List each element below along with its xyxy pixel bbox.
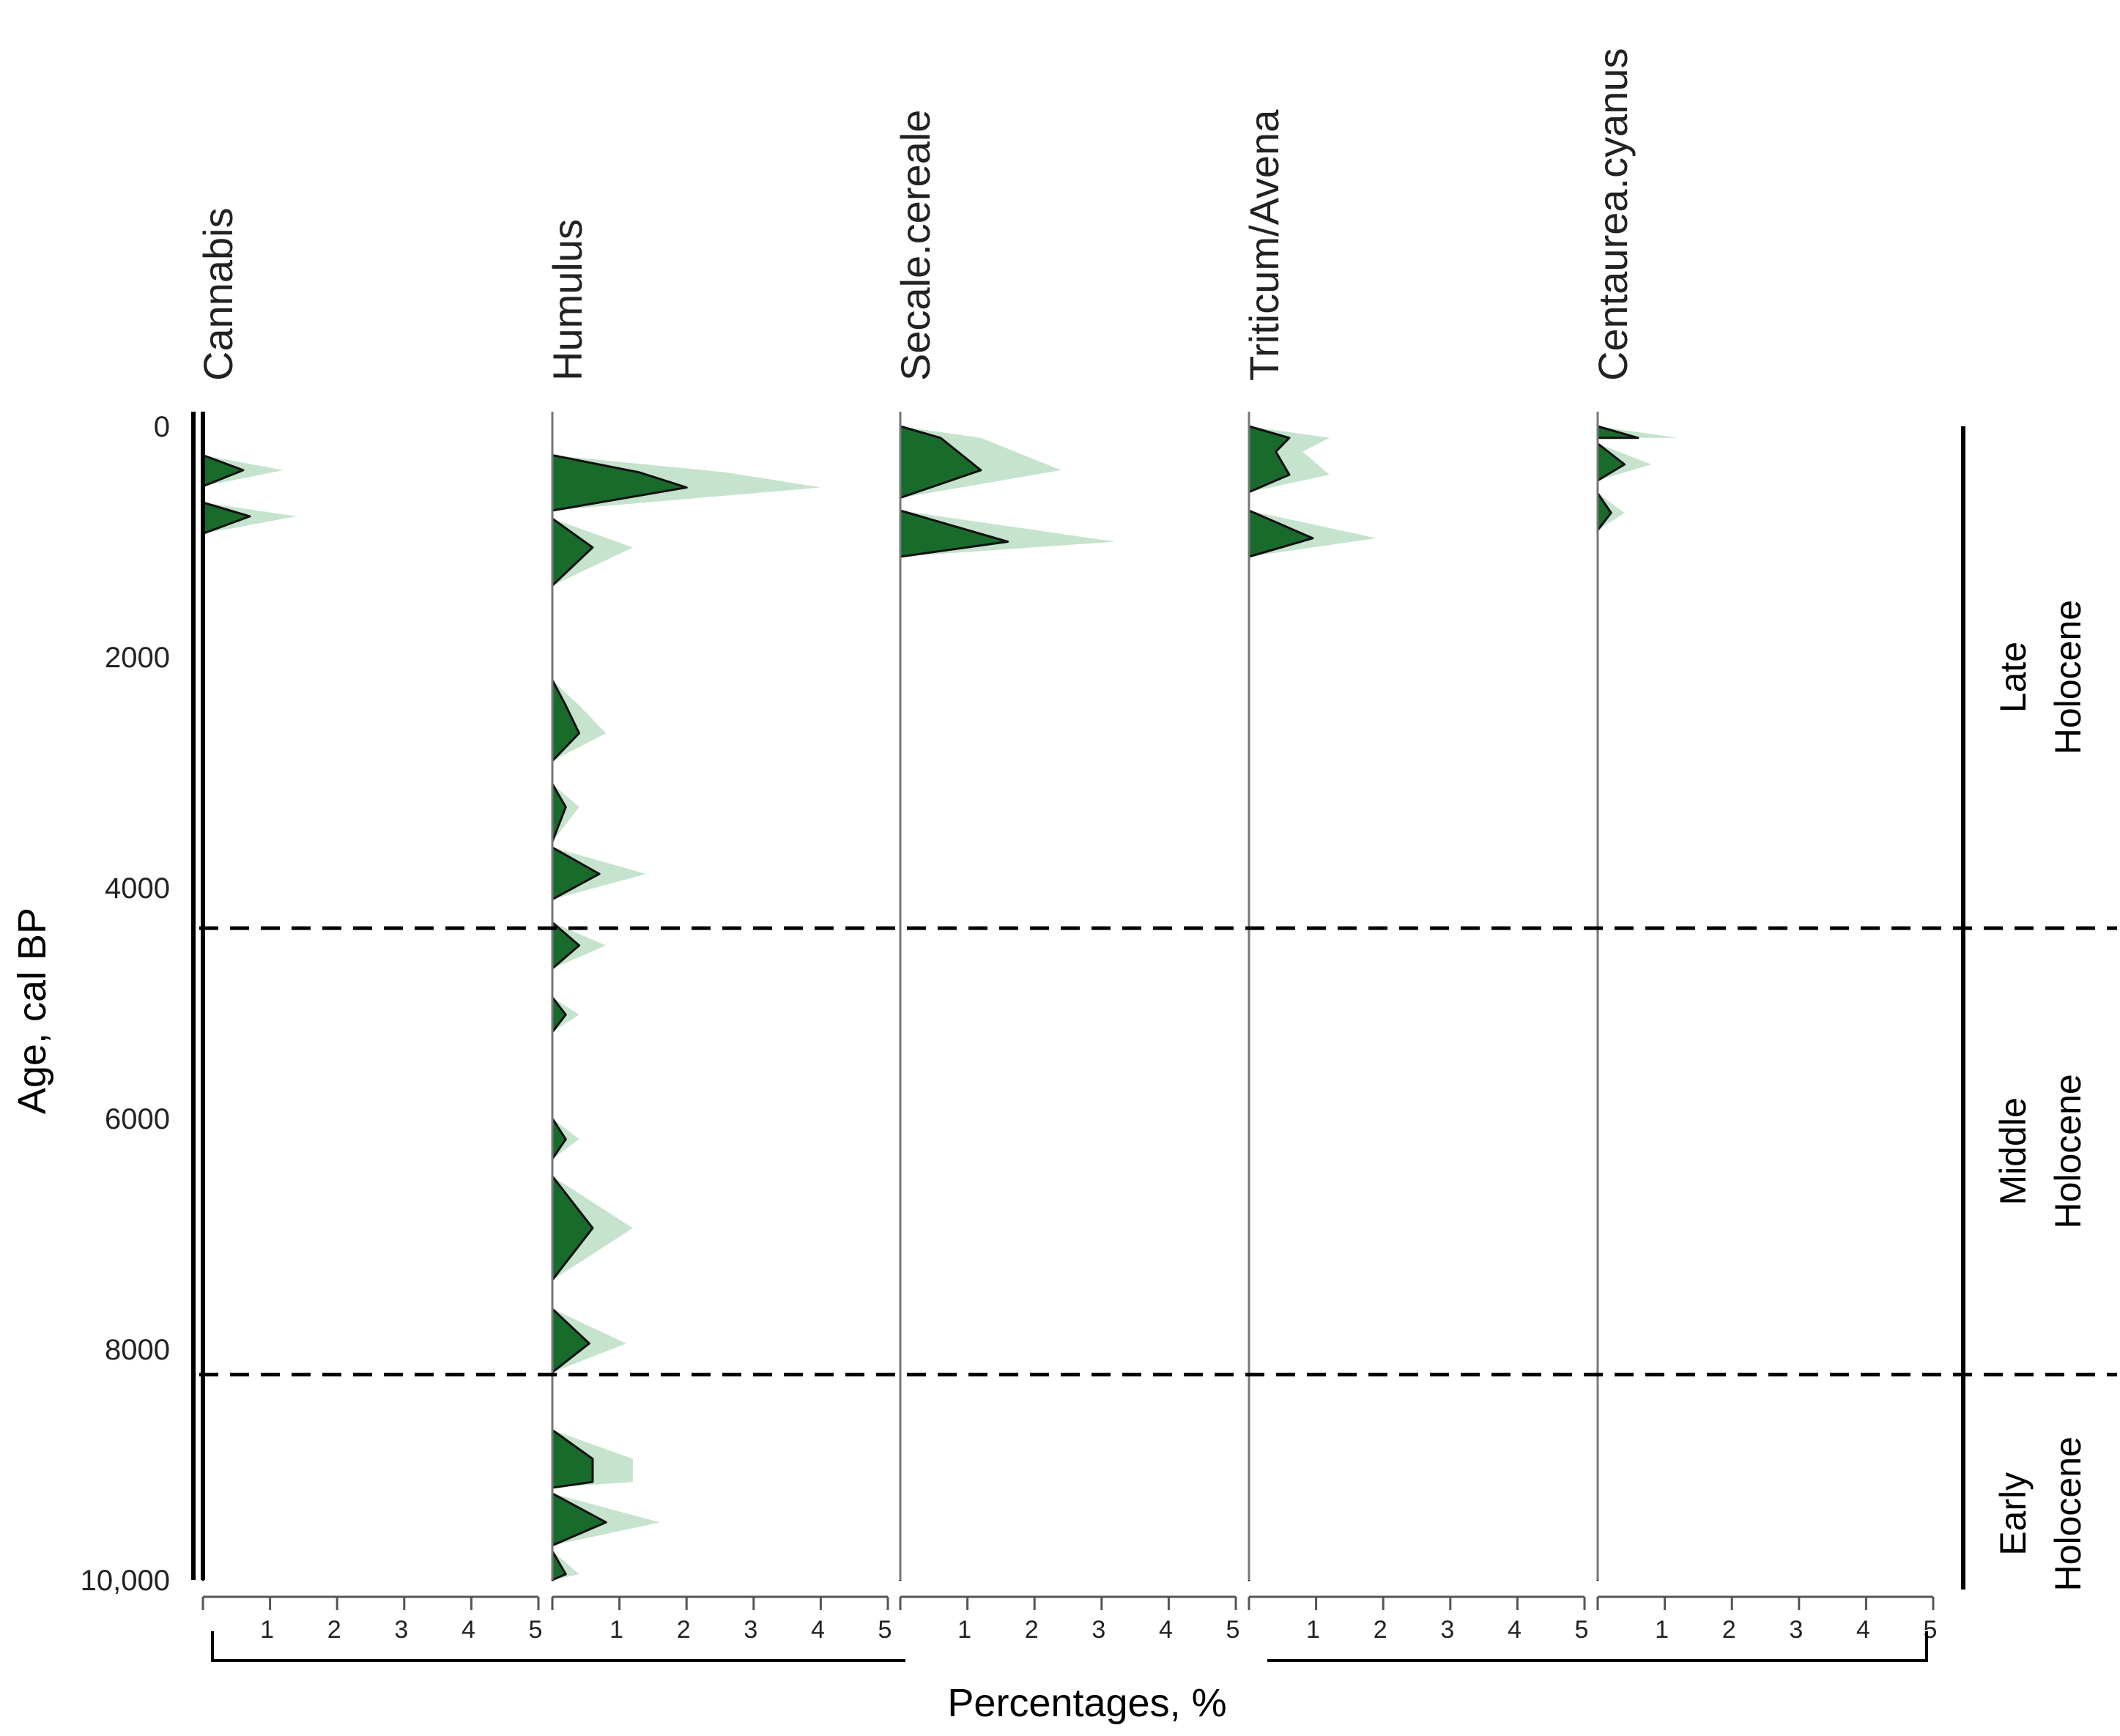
x-tick-label: 5 (1226, 1616, 1240, 1644)
y-tick-label: 6000 (105, 1103, 170, 1135)
x-tick-label: 3 (1091, 1616, 1105, 1644)
percentages-bracket (211, 1631, 1928, 1662)
period-labels: Late Holocene Middle Holocene Early Holocene (1961, 426, 2089, 1591)
x-tick-label: 4 (1856, 1616, 1870, 1644)
y-tick-label: 8000 (105, 1334, 170, 1366)
period-label: Middle Holocene (1993, 1074, 2089, 1228)
period-name: Late (1993, 642, 2034, 713)
x-tick-label: 4 (1159, 1616, 1173, 1644)
x-tick-label: 2 (1374, 1616, 1387, 1644)
percentage-curve (1248, 425, 1314, 1581)
taxon-name: Cannabis (195, 207, 241, 381)
taxon-column: Triticum/Avena (1241, 109, 1376, 1581)
x-axis: 1 2 3 4 5 (201, 1595, 543, 1644)
percentage-curve (1596, 425, 1639, 1581)
x-tick-label: 5 (1575, 1616, 1589, 1644)
x-tick-label: 1 (609, 1616, 623, 1644)
x-tick-label: 5 (529, 1616, 543, 1644)
x-tick-label: 4 (811, 1616, 825, 1644)
y-tick-label: 10,000 (81, 1565, 170, 1597)
percentage-curve (201, 425, 251, 1581)
taxon-columns: Cannabis Humulus Secale.cereale Triticum/Av… (195, 48, 1678, 1581)
period-label: Late Holocene (1993, 600, 2089, 754)
x-tick-label: 5 (878, 1616, 892, 1644)
exaggeration-curve (1598, 426, 1678, 1580)
taxon-name: Secale.cereale (892, 110, 938, 381)
x-axis: 1 2 3 4 5 (899, 1595, 1240, 1644)
x-tick-label: 1 (1306, 1616, 1320, 1644)
x-tick-label: 3 (1789, 1616, 1803, 1644)
taxon-column: Humulus (544, 219, 821, 1581)
x-axis: 1 2 3 4 5 (551, 1595, 892, 1644)
x-tick-label: 3 (1440, 1616, 1454, 1644)
y-axis-title: Age, cal BP (10, 908, 54, 1114)
period-boundaries (199, 926, 2117, 1377)
x-tick-label: 1 (1655, 1616, 1669, 1644)
period-epoch: Holocene (2047, 600, 2089, 754)
taxon-column: Secale.cereale (892, 110, 1116, 1581)
x-tick-label: 2 (1025, 1616, 1039, 1644)
period-name: Early (1993, 1472, 2034, 1556)
x-tick-label: 3 (744, 1616, 757, 1644)
exaggeration-curve (1249, 426, 1376, 1580)
taxon-column: Cannabis (195, 207, 297, 1581)
percentage-curve (899, 425, 1009, 1581)
taxon-name: Humulus (544, 219, 590, 381)
taxon-column: Centaurea.cyanus (1590, 48, 1678, 1581)
exaggeration-curve (900, 426, 1116, 1580)
axis-labels: Age, cal BP Percentages, % (10, 908, 1928, 1725)
exaggeration-curve (552, 426, 821, 1580)
x-axis: 1 2 3 4 5 (1248, 1595, 1589, 1644)
period-name: Middle (1993, 1097, 2034, 1205)
exaggeration-curve (203, 426, 297, 1580)
x-tick-label: 2 (1722, 1616, 1736, 1644)
y-tick-label: 4000 (105, 872, 170, 905)
x-tick-label: 4 (1508, 1616, 1522, 1644)
period-epoch: Holocene (2047, 1436, 2089, 1591)
x-axis-title: Percentages, % (947, 1681, 1226, 1725)
y-tick-label: 2000 (105, 642, 170, 674)
period-epoch: Holocene (2047, 1074, 2089, 1228)
taxon-name: Triticum/Avena (1241, 109, 1287, 381)
x-tick-label: 4 (462, 1616, 475, 1644)
x-tick-label: 1 (260, 1616, 274, 1644)
percentage-curve (551, 425, 688, 1581)
x-tick-label: 2 (677, 1616, 691, 1644)
x-tick-label: 2 (327, 1616, 341, 1644)
period-label: Early Holocene (1993, 1436, 2089, 1591)
x-tick-label: 1 (957, 1616, 971, 1644)
y-tick-label: 0 (154, 411, 170, 443)
x-tick-label: 3 (394, 1616, 408, 1644)
taxon-name: Centaurea.cyanus (1590, 48, 1636, 381)
y-axis: 0 2000 4000 6000 8000 10,000 (81, 411, 196, 1597)
